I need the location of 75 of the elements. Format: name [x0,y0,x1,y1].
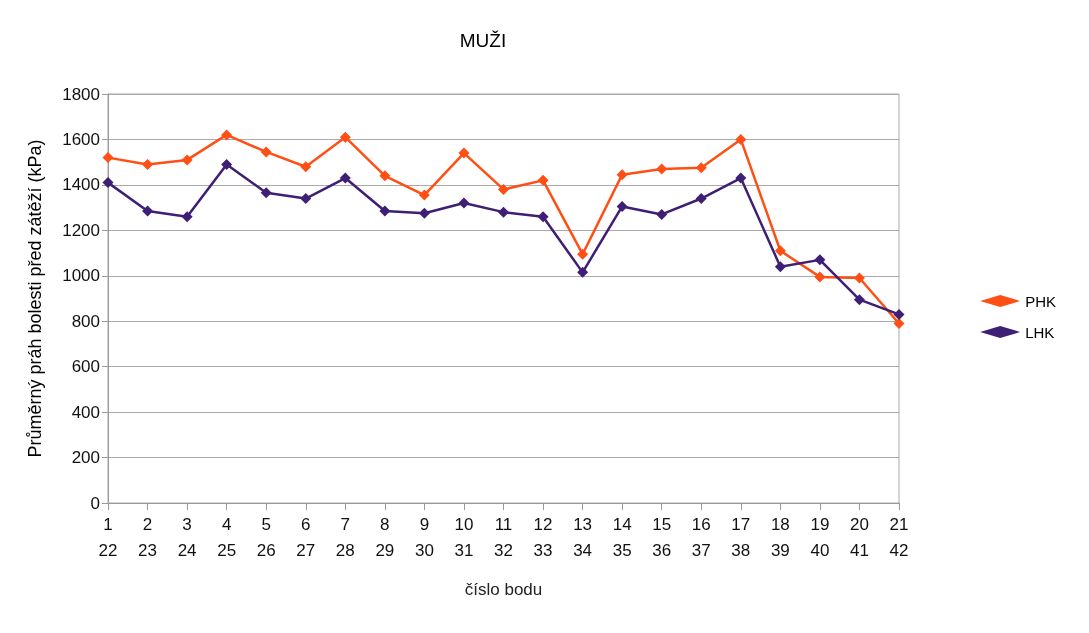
point [379,170,391,182]
point [893,308,905,320]
x-tick-label: 15 36 [652,514,672,560]
point [221,158,233,170]
point [774,261,786,273]
x-tick-label: 12 33 [533,514,553,560]
point [260,146,272,158]
legend-label: LHK [1025,323,1055,341]
x-tick-label: 5 26 [256,514,276,560]
x-tick-label: 13 34 [573,514,593,560]
point [577,266,589,278]
y-tick-label: 200 [71,448,100,468]
point [102,177,114,189]
point [300,193,312,205]
point [142,205,154,217]
point [339,172,351,184]
x-tick-label: 17 38 [731,514,751,560]
y-tick-label: 1400 [62,175,100,195]
x-tick-label: 21 42 [889,514,909,560]
point [814,271,826,283]
x-axis-title: číslo bodu [464,580,543,599]
x-tick-label: 4 25 [217,514,237,560]
point [418,207,430,219]
x-tick-label: 19 40 [810,514,830,560]
point [695,162,707,174]
x-tick-label: 7 28 [335,514,355,560]
x-tick-label: 8 29 [375,514,395,560]
x-tick-label: 10 31 [454,514,474,560]
legend-label: PHK [1025,292,1056,310]
point [814,254,826,266]
point [498,206,509,218]
point [418,189,430,201]
x-tick-label: 20 41 [849,514,869,560]
y-tick-label: 1000 [62,266,100,286]
point [695,193,707,205]
point [498,183,509,195]
point [656,208,668,220]
point [142,158,154,170]
point [458,197,470,209]
point [853,294,865,306]
x-tick-label: 1 22 [98,514,118,560]
chart-title: MUŽI [459,30,507,51]
x-tick-label: 18 39 [770,514,790,560]
point [300,161,312,173]
point [379,205,391,217]
point [537,174,549,186]
point [616,169,628,181]
point [181,154,193,166]
point [577,248,589,260]
point [260,187,272,199]
point [735,133,747,145]
point [102,152,114,164]
point [774,245,786,257]
y-tick-label: 1800 [62,84,100,104]
point [221,129,233,141]
y-tick-label: 600 [71,357,100,377]
x-tick-label: 16 37 [691,514,711,560]
y-tick-label: 0 [90,493,100,513]
x-tick-label: 9 30 [414,514,434,560]
point [339,131,351,143]
y-axis-title: Průměrný práh bolesti před zátěží (kPa) [25,139,45,458]
point [458,147,470,159]
x-tick-label: 2 23 [138,514,158,560]
y-tick-label: 400 [71,402,100,422]
point [181,211,193,223]
y-tick-label: 800 [71,311,100,331]
x-tick-label: 6 27 [296,514,316,560]
y-tick-label: 1600 [62,129,100,149]
point [537,211,549,223]
y-tick-label: 1200 [62,220,100,240]
x-tick-label: 14 35 [612,514,632,560]
x-tick-label: 3 24 [177,514,197,560]
point [735,172,747,184]
point [616,200,628,212]
x-tick-label: 11 32 [494,514,513,560]
